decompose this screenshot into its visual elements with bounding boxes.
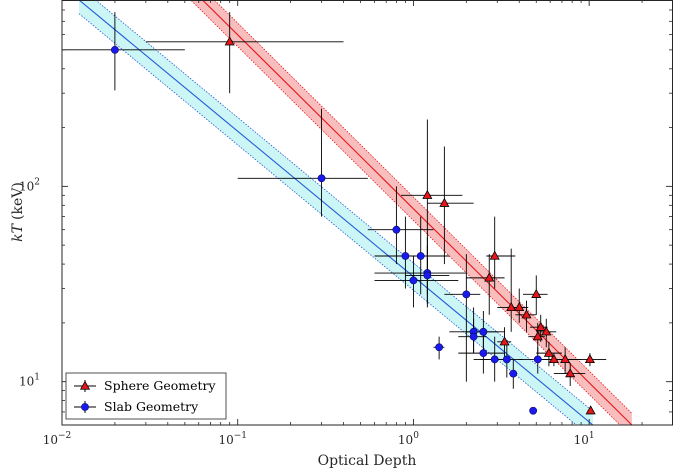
y-tick-label: 102 xyxy=(19,177,40,193)
slab-geometrypoint xyxy=(317,174,326,183)
sphere-geometrypoint xyxy=(585,405,596,415)
slab-geometrylegend-label: Slab Geometry xyxy=(104,399,199,414)
sphere-geometrypoint xyxy=(439,197,450,207)
sphere-geometrylegend-label: Sphere Geometry xyxy=(104,378,217,393)
y-tick-label-exponent: 2 xyxy=(34,177,40,187)
slab-geometrypoint xyxy=(416,252,425,260)
sphere-geometrypoint xyxy=(535,321,546,331)
y-axis-title-var: kT xyxy=(10,222,26,241)
x-tick-label-base: 10 xyxy=(574,433,589,447)
x-tick-label: 100 xyxy=(398,431,419,447)
sphere-geometryconfidence-band xyxy=(190,0,632,425)
sphere-geometrypoint xyxy=(531,288,542,298)
sphere-geometrypoint xyxy=(506,301,517,312)
slab-geometrypoint xyxy=(479,349,488,358)
slab-geometrypoint xyxy=(490,355,499,364)
sphere-geometrypoint xyxy=(224,36,235,46)
x-tick-label-base: 10 xyxy=(43,433,58,447)
slab-geometrypoint xyxy=(392,225,401,234)
slab-geometrylegend-marker xyxy=(81,403,89,411)
sphere-geometrypoint xyxy=(484,272,495,282)
x-tick-label: 10−2 xyxy=(43,431,72,447)
y-tick-label-base: 10 xyxy=(19,375,34,389)
legend-box xyxy=(65,372,227,420)
sphere-geometrypoint xyxy=(514,301,525,312)
x-tick-label-base: 10 xyxy=(398,433,413,447)
slab-geometryband-upper-edge xyxy=(94,0,594,412)
sphere-geometrylegend-marker xyxy=(79,380,91,390)
slab-geometrypoint xyxy=(462,290,471,299)
sphere-geometrypoint xyxy=(565,368,576,378)
sphere-geometrypoint xyxy=(499,336,510,346)
x-tick-label-exponent: −2 xyxy=(58,431,71,441)
slab-geometrypoint xyxy=(110,45,119,54)
x-tick-label: 10−1 xyxy=(218,431,247,447)
sphere-geometrypoint xyxy=(422,189,433,199)
slab-geometrypoint xyxy=(423,271,432,280)
sphere-geometrypoint xyxy=(584,353,595,364)
slab-geometrypoint xyxy=(409,276,418,285)
x-tick-label-exponent: 0 xyxy=(413,431,419,441)
slab-geometrypoint xyxy=(401,252,410,260)
slab-geometrypoint xyxy=(479,327,488,336)
slab-geometrypoint xyxy=(502,355,511,364)
x-tick-label-base: 10 xyxy=(218,433,233,447)
slab-geometrypoint xyxy=(509,369,518,378)
sphere-geometrypoint xyxy=(532,331,543,341)
x-axis-title: Optical Depth xyxy=(318,453,417,469)
sphere-geometrypoint xyxy=(521,309,532,319)
slab-geometrypoint xyxy=(469,332,478,341)
sphere-geometrypoint xyxy=(548,353,559,364)
y-tick-label-base: 10 xyxy=(19,179,34,193)
sphere-geometryband-upper-edge xyxy=(213,0,633,414)
y-tick-label-exponent: 1 xyxy=(34,373,40,383)
slab-geometrypoint xyxy=(435,343,444,352)
x-tick-label-exponent: 1 xyxy=(589,431,595,441)
y-axis-title-unit: (keV) xyxy=(10,182,26,220)
sphere-geometrypoint xyxy=(489,250,500,260)
x-tick-label: 101 xyxy=(574,431,595,447)
sphere-geometrypoint xyxy=(541,326,552,336)
y-axis-title: kT (keV) xyxy=(10,182,26,242)
sphere-geometrypoint xyxy=(543,347,554,357)
slab-geometrypoint xyxy=(529,406,538,415)
data-markers xyxy=(110,36,596,415)
y-tick-label: 101 xyxy=(19,373,40,389)
sphere-geometrypoint xyxy=(560,353,571,364)
slab-geometrypoint xyxy=(533,355,542,364)
legend: Sphere Geometry Slab Geometry xyxy=(65,372,227,420)
x-tick-label-exponent: −1 xyxy=(234,431,247,441)
